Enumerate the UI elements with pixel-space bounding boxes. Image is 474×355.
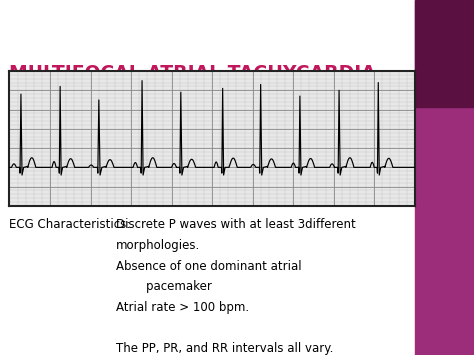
Text: Atrial rate > 100 bpm.: Atrial rate > 100 bpm. — [116, 301, 249, 314]
Text: Absence of one dominant atrial: Absence of one dominant atrial — [116, 260, 302, 273]
Text: Discrete P waves with at least 3different: Discrete P waves with at least 3differen… — [116, 218, 356, 231]
Text: The PP, PR, and RR intervals all vary.: The PP, PR, and RR intervals all vary. — [116, 342, 334, 355]
Text: ECG Characteristics:: ECG Characteristics: — [9, 218, 131, 231]
Bar — [415, 0, 474, 106]
Text: morphologies.: morphologies. — [116, 239, 201, 252]
Text: pacemaker: pacemaker — [116, 280, 212, 293]
Bar — [415, 0, 474, 355]
Text: MULTIFOCAL ATRIAL TACHYCARDIA: MULTIFOCAL ATRIAL TACHYCARDIA — [9, 64, 376, 83]
